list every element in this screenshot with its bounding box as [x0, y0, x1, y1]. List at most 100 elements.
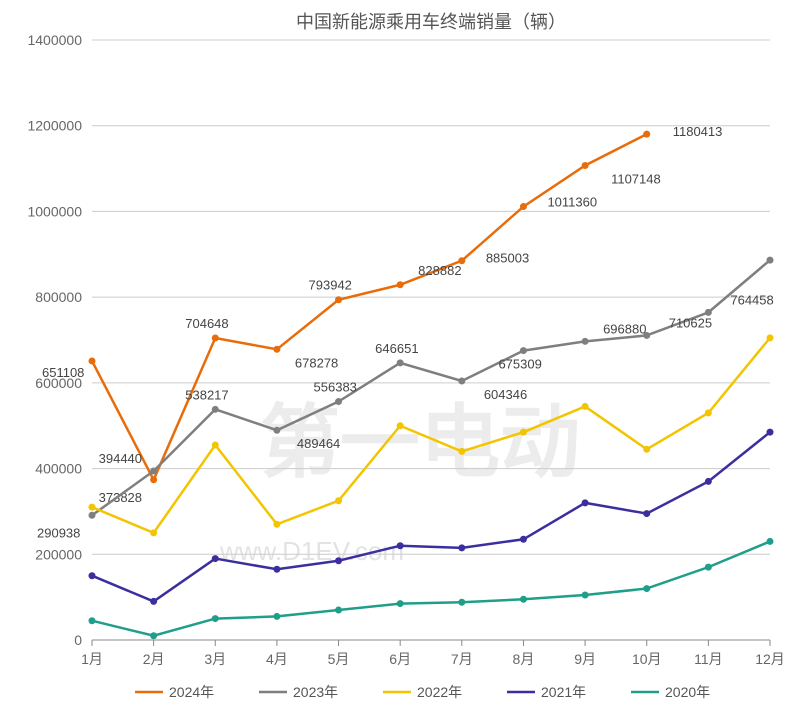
series-marker — [767, 257, 774, 264]
data-label: 828882 — [418, 263, 461, 278]
series-marker — [212, 406, 219, 413]
series-marker — [582, 499, 589, 506]
series-marker — [767, 429, 774, 436]
data-label: 373828 — [99, 490, 142, 505]
data-label: 290938 — [37, 525, 80, 540]
data-label: 1180413 — [673, 124, 723, 139]
data-label: 704648 — [185, 316, 228, 331]
x-tick-label: 6月 — [389, 651, 411, 667]
series-marker — [89, 504, 96, 511]
series-marker — [335, 607, 342, 614]
data-label: 710625 — [669, 315, 712, 330]
x-tick-label: 7月 — [451, 651, 473, 667]
legend-label: 2022年 — [417, 684, 462, 700]
legend-label: 2023年 — [293, 684, 338, 700]
y-tick-label: 1200000 — [27, 118, 82, 134]
data-label: 1107148 — [611, 172, 661, 187]
series-marker — [520, 596, 527, 603]
series-marker — [643, 446, 650, 453]
y-tick-label: 0 — [74, 632, 82, 648]
x-tick-label: 12月 — [755, 651, 785, 667]
series-marker — [705, 478, 712, 485]
series-marker — [273, 427, 280, 434]
y-tick-label: 1000000 — [27, 203, 82, 219]
x-tick-label: 9月 — [574, 651, 596, 667]
series-marker — [643, 131, 650, 138]
series-marker — [150, 476, 157, 483]
data-label: 793942 — [309, 278, 352, 293]
series-marker — [150, 632, 157, 639]
data-label: 646651 — [375, 341, 418, 356]
y-tick-label: 800000 — [35, 289, 82, 305]
series-marker — [273, 346, 280, 353]
chart-bg — [0, 0, 790, 716]
data-label: 696880 — [603, 321, 646, 336]
data-label: 1011360 — [547, 195, 597, 210]
x-tick-label: 8月 — [513, 651, 535, 667]
data-label: 764458 — [730, 292, 773, 307]
series-marker — [89, 357, 96, 364]
y-tick-label: 400000 — [35, 461, 82, 477]
series-marker — [767, 334, 774, 341]
series-marker — [150, 467, 157, 474]
series-marker — [643, 585, 650, 592]
series-marker — [335, 497, 342, 504]
series-marker — [458, 599, 465, 606]
y-tick-label: 1400000 — [27, 32, 82, 48]
series-marker — [89, 617, 96, 624]
series-marker — [520, 536, 527, 543]
data-label: 538217 — [185, 387, 228, 402]
series-marker — [397, 359, 404, 366]
series-marker — [705, 564, 712, 571]
series-marker — [212, 442, 219, 449]
series-marker — [89, 512, 96, 519]
series-marker — [335, 296, 342, 303]
series-marker — [273, 521, 280, 528]
x-tick-label: 11月 — [694, 651, 723, 667]
series-marker — [150, 529, 157, 536]
series-marker — [273, 566, 280, 573]
series-marker — [397, 422, 404, 429]
series-marker — [582, 162, 589, 169]
series-marker — [397, 542, 404, 549]
series-marker — [458, 377, 465, 384]
series-marker — [643, 510, 650, 517]
x-tick-label: 5月 — [328, 651, 350, 667]
series-marker — [582, 403, 589, 410]
legend-label: 2021年 — [541, 684, 586, 700]
series-marker — [89, 572, 96, 579]
series-marker — [397, 281, 404, 288]
x-tick-label: 10月 — [632, 651, 662, 667]
data-label: 489464 — [297, 436, 340, 451]
data-label: 651108 — [42, 365, 84, 380]
chart-container: 第一电动www.D1EV.com中国新能源乘用车终端销量（辆）020000040… — [0, 0, 790, 716]
series-marker — [212, 555, 219, 562]
series-marker — [273, 613, 280, 620]
data-label: 604346 — [484, 387, 527, 402]
series-marker — [520, 347, 527, 354]
x-tick-label: 1月 — [81, 651, 103, 667]
series-marker — [335, 398, 342, 405]
series-marker — [212, 335, 219, 342]
legend-label: 2024年 — [169, 684, 214, 700]
series-marker — [458, 544, 465, 551]
series-marker — [582, 592, 589, 599]
y-tick-label: 200000 — [35, 546, 82, 562]
legend-label: 2020年 — [665, 684, 710, 700]
chart-title: 中国新能源乘用车终端销量（辆） — [296, 12, 566, 32]
series-marker — [705, 409, 712, 416]
series-marker — [150, 598, 157, 605]
data-label: 394440 — [99, 451, 142, 466]
series-marker — [212, 615, 219, 622]
data-label: 885003 — [486, 251, 529, 266]
x-tick-label: 2月 — [143, 651, 165, 667]
series-marker — [582, 338, 589, 345]
data-label: 556383 — [314, 380, 357, 395]
series-marker — [520, 429, 527, 436]
series-marker — [335, 557, 342, 564]
line-chart: 第一电动www.D1EV.com中国新能源乘用车终端销量（辆）020000040… — [0, 0, 790, 716]
x-tick-label: 3月 — [204, 651, 226, 667]
series-marker — [397, 600, 404, 607]
x-tick-label: 4月 — [266, 651, 288, 667]
series-marker — [520, 203, 527, 210]
